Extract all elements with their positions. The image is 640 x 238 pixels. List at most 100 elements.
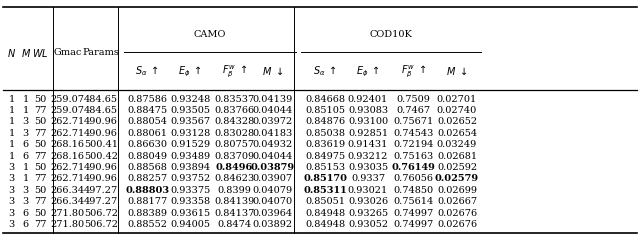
Text: $M$: $M$ xyxy=(20,47,31,59)
Text: 259.07: 259.07 xyxy=(50,94,84,104)
Text: 0.72194: 0.72194 xyxy=(393,140,434,149)
Text: 0.93505: 0.93505 xyxy=(170,106,210,115)
Text: 484.65: 484.65 xyxy=(84,94,118,104)
Text: 500.41: 500.41 xyxy=(84,140,118,149)
Text: 1: 1 xyxy=(8,94,15,104)
Text: 0.91431: 0.91431 xyxy=(348,140,388,149)
Text: 0.85170: 0.85170 xyxy=(303,174,347,183)
Text: 3: 3 xyxy=(8,163,15,172)
Text: 0.93021: 0.93021 xyxy=(348,186,388,195)
Text: 0.04183: 0.04183 xyxy=(253,129,292,138)
Text: 1: 1 xyxy=(22,106,29,115)
Text: 271.80: 271.80 xyxy=(50,220,84,229)
Text: 0.83028: 0.83028 xyxy=(214,129,254,138)
Text: 50: 50 xyxy=(34,140,47,149)
Text: 77: 77 xyxy=(34,197,47,206)
Text: CAMO: CAMO xyxy=(194,30,226,39)
Text: 6: 6 xyxy=(22,209,29,218)
Text: 0.93035: 0.93035 xyxy=(348,163,388,172)
Text: 0.93128: 0.93128 xyxy=(170,129,210,138)
Text: 1: 1 xyxy=(8,140,15,149)
Text: 266.34: 266.34 xyxy=(50,186,84,195)
Text: 0.87586: 0.87586 xyxy=(127,94,167,104)
Text: 1: 1 xyxy=(22,174,29,183)
Text: 0.9337: 0.9337 xyxy=(351,174,385,183)
Text: 0.83766: 0.83766 xyxy=(214,106,254,115)
Text: 490.96: 490.96 xyxy=(84,174,118,183)
Text: 3: 3 xyxy=(8,209,15,218)
Text: 0.93567: 0.93567 xyxy=(170,117,210,126)
Text: 0.93894: 0.93894 xyxy=(170,163,210,172)
Text: 3: 3 xyxy=(8,197,15,206)
Text: 0.04932: 0.04932 xyxy=(253,140,292,149)
Text: 0.88475: 0.88475 xyxy=(127,106,167,115)
Text: COD10K: COD10K xyxy=(370,30,412,39)
Text: 0.85153: 0.85153 xyxy=(305,163,345,172)
Text: 3: 3 xyxy=(8,186,15,195)
Text: 0.88177: 0.88177 xyxy=(127,197,167,206)
Text: 1: 1 xyxy=(8,106,15,115)
Text: 0.04044: 0.04044 xyxy=(253,152,292,161)
Text: 266.34: 266.34 xyxy=(50,197,84,206)
Text: 0.75163: 0.75163 xyxy=(394,152,433,161)
Text: 0.83709: 0.83709 xyxy=(214,152,254,161)
Text: 0.88257: 0.88257 xyxy=(127,174,167,183)
Text: 0.04070: 0.04070 xyxy=(253,197,292,206)
Text: 6: 6 xyxy=(22,152,29,161)
Text: 0.03892: 0.03892 xyxy=(253,220,292,229)
Text: 0.74997: 0.74997 xyxy=(394,220,433,229)
Text: 0.83537: 0.83537 xyxy=(214,94,254,104)
Text: 0.93100: 0.93100 xyxy=(348,117,388,126)
Text: 0.85038: 0.85038 xyxy=(305,129,345,138)
Text: 3: 3 xyxy=(22,197,29,206)
Text: 0.84137: 0.84137 xyxy=(214,209,255,218)
Text: $WL$: $WL$ xyxy=(32,47,49,59)
Text: 0.74997: 0.74997 xyxy=(394,209,433,218)
Text: 0.93026: 0.93026 xyxy=(348,197,388,206)
Text: 0.02652: 0.02652 xyxy=(437,117,477,126)
Text: 0.8496: 0.8496 xyxy=(216,163,253,172)
Text: 506.72: 506.72 xyxy=(84,220,118,229)
Text: 262.71: 262.71 xyxy=(50,129,84,138)
Text: 259.07: 259.07 xyxy=(50,106,84,115)
Text: 0.02681: 0.02681 xyxy=(437,152,477,161)
Text: 0.02579: 0.02579 xyxy=(435,174,479,183)
Text: 0.04139: 0.04139 xyxy=(253,94,292,104)
Text: 506.72: 506.72 xyxy=(84,209,118,218)
Text: $M$ $\downarrow$: $M$ $\downarrow$ xyxy=(446,66,468,77)
Text: 497.27: 497.27 xyxy=(84,186,118,195)
Text: 0.83619: 0.83619 xyxy=(305,140,345,149)
Text: 490.96: 490.96 xyxy=(84,163,118,172)
Text: 0.04079: 0.04079 xyxy=(253,186,292,195)
Text: 0.85311: 0.85311 xyxy=(303,186,347,195)
Text: 497.27: 497.27 xyxy=(84,197,118,206)
Text: 0.84948: 0.84948 xyxy=(305,209,345,218)
Text: 3: 3 xyxy=(22,186,29,195)
Text: 0.02654: 0.02654 xyxy=(437,129,477,138)
Text: 0.84975: 0.84975 xyxy=(305,152,345,161)
Text: 0.03249: 0.03249 xyxy=(437,140,477,149)
Text: 0.03879: 0.03879 xyxy=(251,163,294,172)
Text: 0.03907: 0.03907 xyxy=(253,174,292,183)
Text: 262.71: 262.71 xyxy=(50,174,84,183)
Text: 0.88803: 0.88803 xyxy=(125,186,169,195)
Text: 0.93752: 0.93752 xyxy=(170,174,210,183)
Text: 0.88552: 0.88552 xyxy=(127,220,167,229)
Text: 0.93052: 0.93052 xyxy=(348,220,388,229)
Text: 1: 1 xyxy=(22,94,29,104)
Text: 0.88061: 0.88061 xyxy=(127,129,167,138)
Text: 1: 1 xyxy=(22,163,29,172)
Text: 484.65: 484.65 xyxy=(84,106,118,115)
Text: Gmac: Gmac xyxy=(53,49,81,57)
Text: 0.02667: 0.02667 xyxy=(437,197,477,206)
Text: 0.02592: 0.02592 xyxy=(437,163,477,172)
Text: 0.93615: 0.93615 xyxy=(170,209,210,218)
Text: 1: 1 xyxy=(8,117,15,126)
Text: 0.8474: 0.8474 xyxy=(217,220,252,229)
Text: 50: 50 xyxy=(34,163,47,172)
Text: 268.16: 268.16 xyxy=(50,140,84,149)
Text: 3: 3 xyxy=(22,129,29,138)
Text: 0.88049: 0.88049 xyxy=(127,152,167,161)
Text: $E_{\phi}$ $\uparrow$: $E_{\phi}$ $\uparrow$ xyxy=(356,64,380,79)
Text: 3: 3 xyxy=(8,174,15,183)
